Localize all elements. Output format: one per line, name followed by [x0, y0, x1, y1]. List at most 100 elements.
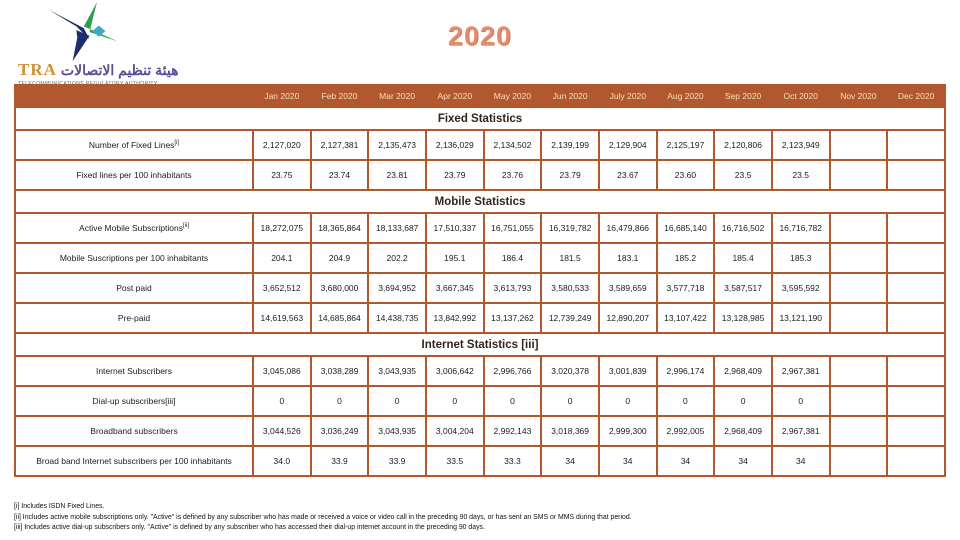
value-cell: 23.75 [252, 159, 312, 191]
footnote: [ii] Includes active mobile subscription… [14, 513, 632, 521]
row-label-text: Pre-paid [117, 313, 151, 323]
value-cell: 0 [309, 385, 370, 417]
value-cell [828, 272, 889, 304]
section-title: Internet Statistics [iii] [14, 332, 946, 357]
value-cell: 14,685,864 [309, 302, 370, 334]
table-row: Fixed lines per 100 inhabitants 23.75 23.7… [14, 159, 946, 191]
table-row: Mobile Suscriptions per 100 inhabitants 2… [14, 242, 946, 274]
month-header: July 2020 [597, 84, 658, 108]
value-cell: 0 [482, 385, 543, 417]
value-cell: 3,004,204 [424, 415, 485, 447]
month-header: Aug 2020 [655, 84, 716, 108]
table-header: Jan 2020 Feb 2020 Mar 2020 Apr 2020 May 2020… [14, 84, 946, 108]
value-cell: 2,967,381 [770, 355, 831, 387]
value-cell: 0 [655, 385, 716, 417]
month-header: Dec 2020 [886, 84, 946, 108]
value-cell [886, 355, 946, 387]
table-row: Pre-paid 14,619,563 14,685,864 14,438,735 13… [14, 302, 946, 334]
value-cell: 34.0 [252, 445, 312, 477]
logo-arabic-text: هيئة تنظيم الاتصالات [60, 62, 179, 78]
value-cell: 23.60 [655, 159, 716, 191]
value-cell: 185.3 [770, 242, 831, 274]
footnotes: [i] Includes ISDN Fixed Lines. [ii] Inclu… [14, 502, 632, 534]
value-cell: 204.9 [309, 242, 370, 274]
table-row: Internet Subscribers 3,045,086 3,038,289 3,… [14, 355, 946, 387]
value-cell: 3,045,086 [252, 355, 312, 387]
month-header: Apr 2020 [424, 84, 485, 108]
value-cell: 34 [540, 445, 600, 477]
value-cell: 204.1 [252, 242, 312, 274]
value-cell: 2,127,381 [309, 129, 370, 161]
value-cell: 3,595,592 [770, 272, 831, 304]
value-cell: 0 [597, 385, 658, 417]
value-cell: 13,842,992 [424, 302, 485, 334]
value-cell: 18,365,864 [309, 212, 370, 244]
row-label-text: Number of Fixed Lines [88, 140, 175, 150]
table-body: Fixed Statistics Number of Fixed Lines[i]… [14, 106, 946, 477]
month-header: Sep 2020 [713, 84, 773, 108]
value-cell: 23.5 [770, 159, 831, 191]
value-cell: 2,992,143 [482, 415, 543, 447]
row-label-footnote-ref: [i] [174, 140, 180, 147]
value-cell: 3,580,533 [540, 272, 600, 304]
value-cell: 16,716,502 [713, 212, 773, 244]
value-cell: 195.1 [424, 242, 485, 274]
value-cell: 3,001,839 [597, 355, 658, 387]
value-cell [886, 129, 946, 161]
value-cell: 185.2 [655, 242, 716, 274]
value-cell: 2,968,409 [713, 415, 773, 447]
value-cell: 18,272,075 [252, 212, 312, 244]
value-cell: 183.1 [597, 242, 658, 274]
table-row: Broad band Internet subscribers per 100 … [14, 445, 946, 477]
row-label: Dial-up subscribers[iii] [14, 385, 254, 417]
value-cell: 2,127,020 [252, 129, 312, 161]
value-cell [886, 272, 946, 304]
value-cell: 14,619,563 [252, 302, 312, 334]
value-cell: 2,968,409 [713, 355, 773, 387]
value-cell: 185.4 [713, 242, 773, 274]
month-header: Oct 2020 [770, 84, 831, 108]
value-cell [886, 242, 946, 274]
value-cell [828, 129, 889, 161]
row-label: Post paid [14, 272, 254, 304]
month-header: Feb 2020 [309, 84, 370, 108]
value-cell: 2,120,806 [713, 129, 773, 161]
value-cell: 0 [770, 385, 831, 417]
value-cell [886, 445, 946, 477]
value-cell: 34 [713, 445, 773, 477]
value-cell: 16,716,782 [770, 212, 831, 244]
value-cell: 0 [367, 385, 427, 417]
value-cell [828, 355, 889, 387]
value-cell: 3,044,526 [252, 415, 312, 447]
value-cell: 3,577,718 [655, 272, 716, 304]
row-label: Broadband subscribers [14, 415, 254, 447]
row-label-text: Broad band Internet subscribers per 100 … [36, 456, 232, 466]
value-cell: 13,137,262 [482, 302, 543, 334]
value-cell: 18,133,687 [367, 212, 427, 244]
value-cell: 12,890,207 [597, 302, 658, 334]
row-label: Internet Subscribers [14, 355, 254, 387]
value-cell: 23.81 [367, 159, 427, 191]
value-cell: 33.9 [367, 445, 427, 477]
value-cell: 3,018,369 [540, 415, 600, 447]
value-cell [828, 159, 889, 191]
value-cell [886, 385, 946, 417]
row-label-text: Post paid [116, 283, 152, 293]
value-cell [828, 445, 889, 477]
value-cell: 2,123,949 [770, 129, 831, 161]
stats-table: Jan 2020 Feb 2020 Mar 2020 Apr 2020 May 2020… [14, 84, 946, 477]
logo-subtitle: TELECOMMUNICATIONS REGULATORY AUTHORITY [18, 81, 158, 87]
value-cell: 23.79 [424, 159, 485, 191]
value-cell: 3,020,378 [540, 355, 600, 387]
month-header: May 2020 [482, 84, 543, 108]
value-cell: 33.3 [482, 445, 543, 477]
value-cell [886, 415, 946, 447]
value-cell: 23.74 [309, 159, 370, 191]
value-cell: 2,125,197 [655, 129, 716, 161]
value-cell: 3,043,935 [367, 415, 427, 447]
row-label-text: Mobile Suscriptions per 100 inhabitants [59, 253, 209, 263]
row-label-text: Active Mobile Subscriptions [79, 223, 183, 233]
value-cell: 3,038,289 [309, 355, 370, 387]
corner-cell [14, 84, 254, 108]
value-cell: 3,589,659 [597, 272, 658, 304]
